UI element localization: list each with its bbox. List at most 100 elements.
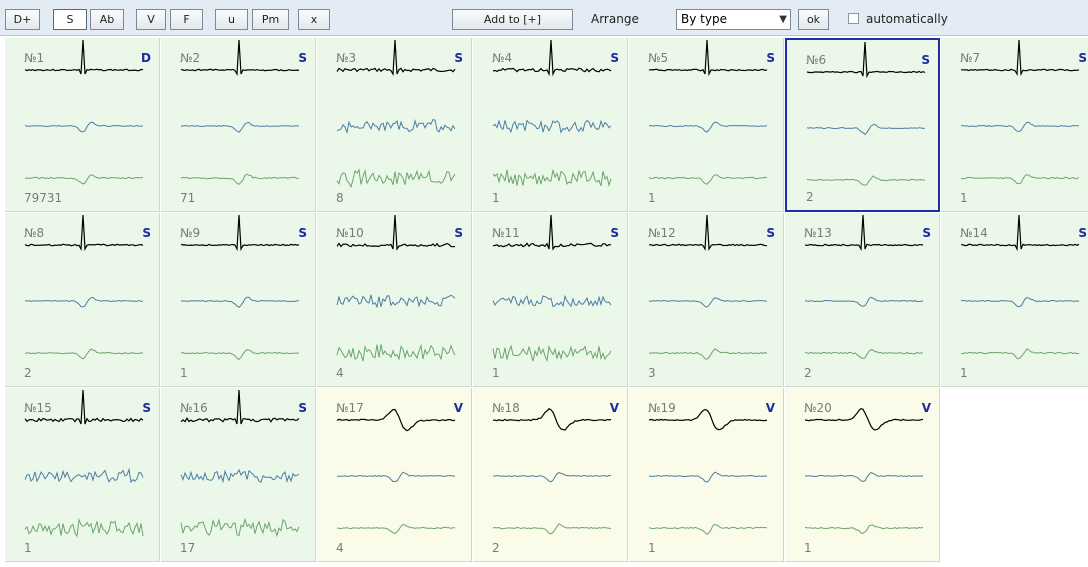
type-s-button[interactable]: S: [53, 9, 87, 30]
ecg-traces: [492, 214, 612, 363]
arrange-select[interactable]: By type ▼: [676, 9, 791, 30]
cluster-type-label: S: [766, 226, 775, 240]
beat-cluster-cell[interactable]: №15 S 1: [5, 388, 160, 562]
lead-2-trace: [648, 297, 768, 308]
cluster-beat-count: 1: [180, 366, 188, 380]
type-ab-button[interactable]: Ab: [90, 9, 124, 30]
lead-1-trace: [492, 39, 612, 77]
lead-2-trace: [336, 471, 456, 482]
beat-cluster-cell[interactable]: №18 V 2: [473, 388, 628, 562]
beat-cluster-cell[interactable]: №6 S 2: [785, 38, 940, 212]
ok-button[interactable]: ok: [798, 9, 829, 30]
cluster-beat-count: 1: [960, 191, 968, 205]
lead-2-trace: [180, 296, 300, 308]
beat-cluster-cell[interactable]: №8 S 2: [5, 213, 160, 387]
cluster-number: №10: [336, 226, 364, 240]
arrange-label: Arrange: [591, 12, 639, 26]
cluster-beat-count: 8: [336, 191, 344, 205]
lead-2-trace: [648, 471, 768, 483]
cluster-type-label: S: [298, 401, 307, 415]
cluster-type-label: V: [609, 401, 619, 415]
cluster-number: №16: [180, 401, 208, 415]
automatically-checkbox[interactable]: [848, 13, 859, 24]
beat-cluster-cell[interactable]: №19 V 1: [629, 388, 784, 562]
lead-3-trace: [648, 348, 768, 360]
cluster-number: №9: [180, 226, 201, 240]
lead-1-trace: [336, 214, 456, 251]
lead-2-trace: [336, 294, 456, 309]
beat-cluster-cell[interactable]: №12 S 3: [629, 213, 784, 387]
cluster-beat-count: 2: [804, 366, 812, 380]
lead-3-trace: [804, 349, 924, 359]
lead-2-trace: [804, 472, 924, 482]
beat-cluster-cell[interactable]: №3 S 8: [317, 38, 472, 212]
cluster-number: №18: [492, 401, 520, 415]
lead-3-trace: [336, 523, 456, 535]
beat-cluster-cell[interactable]: №9 S 1: [161, 213, 316, 387]
type-d-plus-button[interactable]: D+: [5, 9, 40, 30]
cluster-number: №6: [806, 53, 827, 67]
cluster-beat-count: 79731: [24, 191, 63, 205]
lead-3-trace: [180, 173, 300, 186]
ecg-traces: [336, 214, 456, 362]
ecg-traces: [804, 214, 924, 359]
cluster-type-label: S: [922, 226, 931, 240]
beat-cluster-cell[interactable]: №2 S 71: [161, 38, 316, 212]
beat-cluster-cell[interactable]: №20 V 1: [785, 388, 940, 562]
lead-3-trace: [648, 523, 768, 535]
lead-1-trace: [24, 214, 144, 252]
type-u-button[interactable]: u: [215, 9, 248, 30]
cluster-beat-count: 1: [648, 191, 656, 205]
cluster-number: №4: [492, 51, 513, 65]
type-pm-button[interactable]: Pm: [252, 9, 289, 30]
cluster-number: №1: [24, 51, 45, 65]
arrange-select-value: By type: [681, 12, 727, 26]
cluster-number: №13: [804, 226, 832, 240]
lead-3-trace: [492, 169, 612, 187]
lead-3-trace: [24, 174, 144, 185]
lead-3-trace: [492, 523, 612, 535]
lead-3-trace: [180, 349, 300, 361]
beat-cluster-cell[interactable]: №1 D 79731: [5, 38, 160, 212]
beat-cluster-cell[interactable]: №10 S 4: [317, 213, 472, 387]
automatically-label: automatically: [866, 12, 948, 26]
lead-1-trace: [24, 389, 144, 425]
cluster-beat-count: 2: [24, 366, 32, 380]
ecg-traces: [24, 39, 144, 185]
lead-2-trace: [492, 472, 611, 483]
lead-2-trace: [961, 121, 1079, 133]
cluster-beat-count: 1: [492, 366, 500, 380]
type-f-button[interactable]: F: [170, 9, 203, 30]
cluster-type-label: S: [610, 226, 619, 240]
beat-cluster-cell[interactable]: №13 S 2: [785, 213, 940, 387]
lead-1-trace: [180, 214, 300, 252]
lead-2-trace: [648, 121, 768, 133]
lead-1-trace: [180, 389, 300, 425]
lead-1-trace: [804, 214, 924, 252]
cluster-type-label: S: [454, 226, 463, 240]
cluster-beat-count: 1: [492, 191, 500, 205]
beat-cluster-cell[interactable]: №14 S 1: [941, 213, 1088, 387]
lead-2-trace: [804, 296, 924, 307]
cluster-type-label: V: [921, 401, 931, 415]
ecg-traces: [648, 39, 768, 185]
type-v-button[interactable]: V: [136, 9, 166, 30]
ecg-traces: [960, 39, 1080, 185]
beat-cluster-cell[interactable]: №5 S 1: [629, 38, 784, 212]
beat-cluster-cell[interactable]: №17 V 4: [317, 388, 472, 562]
type-x-button[interactable]: x: [298, 9, 330, 30]
lead-2-trace: [806, 123, 926, 136]
cluster-beat-count: 1: [804, 541, 812, 555]
lead-2-trace: [24, 467, 144, 484]
cluster-type-label: S: [766, 51, 775, 65]
add-to-button[interactable]: Add to [+]: [452, 9, 573, 30]
beat-cluster-cell[interactable]: №11 S 1: [473, 213, 628, 387]
lead-3-trace: [24, 517, 144, 538]
cluster-type-label: V: [453, 401, 463, 415]
ecg-traces: [804, 408, 924, 534]
beat-cluster-cell[interactable]: №4 S 1: [473, 38, 628, 212]
beat-cluster-cell[interactable]: №16 S 17: [161, 388, 316, 562]
beat-cluster-cell[interactable]: №7 S 1: [941, 38, 1088, 212]
ecg-traces: [180, 389, 300, 538]
lead-3-trace: [24, 348, 144, 360]
